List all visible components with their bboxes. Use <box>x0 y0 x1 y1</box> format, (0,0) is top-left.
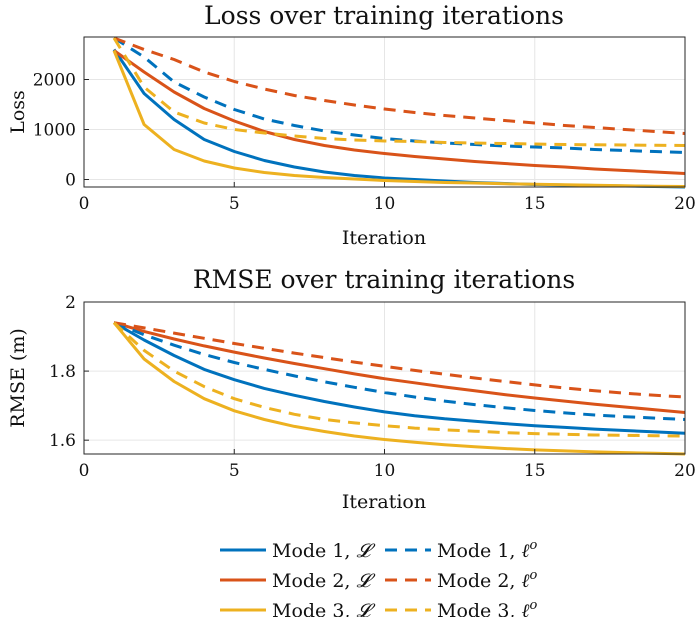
loss-ytick-label: 1000 <box>33 121 76 141</box>
rmse-series-line-mode1-solid <box>113 321 686 435</box>
legend-label: Mode 2, ℓo <box>437 568 537 592</box>
rmse-series-line-mode3-solid <box>112 321 686 456</box>
legend-label: Mode 2, 𝓛 <box>272 570 376 592</box>
rmse-plot: RMSE over training iterations 0 5 10 15 20 1.… <box>7 265 696 513</box>
legend-label-text: Mode 1, <box>272 540 357 562</box>
loss-series-line-mode3-dashed <box>112 37 686 147</box>
loss-xtick-label: 0 <box>79 194 90 214</box>
legend-label: Mode 3, 𝓛 <box>272 600 376 617</box>
legend-label-text: Mode 2, <box>272 570 357 592</box>
loss-ytick-label: 0 <box>65 171 76 191</box>
loss-plot-ylabel: Loss <box>7 90 29 134</box>
rmse-ytick-label: 2 <box>65 293 76 313</box>
legend-label-sup: o <box>529 538 537 553</box>
rmse-series-line-mode2-solid <box>113 321 686 414</box>
rmse-plot-grid <box>84 302 685 454</box>
legend-label-sup: o <box>529 568 537 583</box>
legend-label-text: Mode 2, <box>437 570 522 592</box>
rmse-xtick-label: 5 <box>229 461 240 481</box>
rmse-plot-xlabel: Iteration <box>342 491 426 513</box>
legend-label-symbol: ℓ <box>522 570 530 592</box>
rmse-xtick-label: 0 <box>79 461 90 481</box>
loss-xtick-label: 10 <box>374 194 396 214</box>
rmse-plot-ticks: 0 5 10 15 20 1.6 1.8 2 <box>49 293 696 481</box>
loss-series-line-mode2-solid <box>113 49 686 175</box>
rmse-ytick-label: 1.6 <box>49 431 76 451</box>
rmse-xtick-label: 20 <box>674 461 696 481</box>
loss-plot-series <box>112 36 686 189</box>
loss-plot-xlabel: Iteration <box>342 227 426 249</box>
rmse-series-line-mode2-dashed <box>113 321 686 399</box>
loss-series-line-mode2-dashed <box>113 36 686 135</box>
loss-xtick-label: 15 <box>524 194 546 214</box>
legend-label: Mode 1, ℓo <box>437 538 537 562</box>
rmse-plot-title: RMSE over training iterations <box>193 265 575 294</box>
rmse-plot-series <box>112 321 686 456</box>
legend-label: Mode 3, ℓo <box>437 598 537 617</box>
rmse-series-line-mode3-dashed <box>112 321 686 438</box>
loss-plot: Loss over training iterations 0 5 10 15 20 0 1… <box>7 1 696 249</box>
rmse-series-line-mode1-dashed <box>113 321 686 421</box>
legend-label-text: Mode 1, <box>437 540 522 562</box>
legend-label-text: Mode 3, <box>272 600 357 617</box>
loss-xtick-label: 20 <box>674 194 696 214</box>
legend-label-symbol: ℓ <box>522 600 530 617</box>
legend-label-text: Mode 3, <box>437 600 522 617</box>
loss-series-line-mode3-solid <box>112 49 686 188</box>
legend-label: Mode 1, 𝓛 <box>272 540 376 562</box>
loss-ytick-label: 2000 <box>33 71 76 91</box>
loss-plot-title: Loss over training iterations <box>204 1 564 30</box>
legend-label-symbol: ℓ <box>522 540 530 562</box>
legend-label-sup: o <box>529 598 537 613</box>
rmse-xtick-label: 10 <box>374 461 396 481</box>
loss-xtick-label: 5 <box>229 194 240 214</box>
rmse-xtick-label: 15 <box>524 461 546 481</box>
rmse-plot-ylabel: RMSE (m) <box>7 328 29 428</box>
legend-box <box>213 528 562 612</box>
loss-plot-ticks: 0 5 10 15 20 0 1000 2000 <box>33 71 696 215</box>
rmse-ytick-label: 1.8 <box>49 362 76 382</box>
